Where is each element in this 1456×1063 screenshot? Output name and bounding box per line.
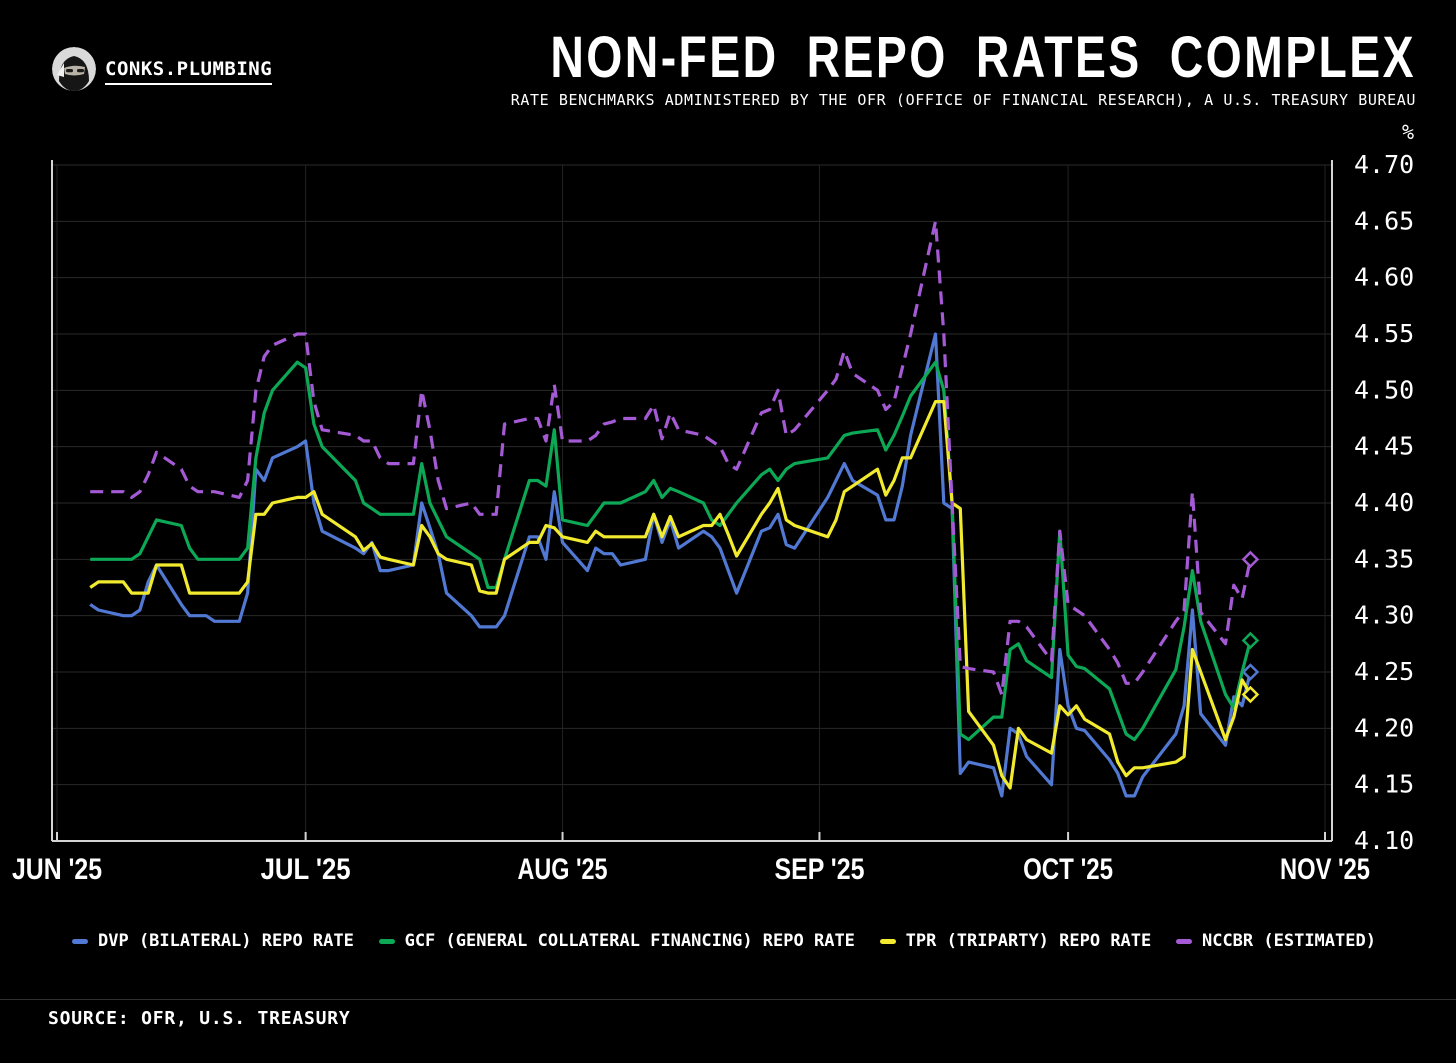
dvp-swatch-icon: [72, 938, 88, 944]
y-axis-unit-label: %: [1402, 120, 1414, 144]
x-tick-label: NOV '25: [1280, 853, 1370, 886]
y-tick-label: 4.60: [1354, 263, 1414, 292]
legend-item-gcf: GCF (GENERAL COLLATERAL FINANCING) REPO …: [378, 931, 855, 951]
y-tick-label: 4.15: [1354, 770, 1414, 799]
source-note: SOURCE: OFR, U.S. TREASURY: [48, 1008, 351, 1029]
x-tick-label: JUL '25: [261, 853, 351, 886]
y-tick-label: 4.65: [1354, 206, 1414, 235]
footer-divider: [0, 999, 1456, 1000]
brand-avatar: [52, 47, 96, 91]
series-nccbr: [90, 219, 1260, 697]
chart-legend: DVP (BILATERAL) REPO RATE GCF (GENERAL C…: [0, 931, 1456, 951]
axes: JUN '25 JUL '25 AUG '25 SEP '25 OCT '25 NOV '…: [12, 160, 1370, 886]
gcf-swatch-icon: [378, 938, 395, 944]
legend-item-nccbr: NCCBR (ESTIMATED): [1175, 931, 1376, 951]
tpr-swatch-icon: [879, 938, 896, 944]
y-tick-label: 4.30: [1354, 601, 1414, 630]
y-tick-label: 4.50: [1354, 375, 1414, 404]
y-tick-label: 4.70: [1354, 150, 1414, 179]
gridlines: [52, 164, 1332, 842]
series-end-marker: [1241, 663, 1260, 681]
legend-label: TPR (TRIPARTY) REPO RATE: [905, 931, 1152, 951]
legend-label: DVP (BILATERAL) REPO RATE: [98, 931, 354, 951]
legend-label: NCCBR (ESTIMATED): [1201, 931, 1376, 951]
nccbr-swatch-icon: [1175, 938, 1192, 944]
legend-item-dvp: DVP (BILATERAL) REPO RATE: [72, 931, 354, 951]
y-tick-label: 4.45: [1354, 432, 1414, 461]
legend-label: GCF (GENERAL COLLATERAL FINANCING) REPO …: [404, 931, 855, 951]
series-tpr: [89, 400, 1260, 790]
y-tick-label: 4.35: [1354, 544, 1414, 573]
y-tick-label: 4.10: [1354, 826, 1414, 855]
page-subtitle: RATE BENCHMARKS ADMINISTERED BY THE OFR …: [510, 90, 1416, 109]
page-title: NON-FED REPO RATES COMPLEX: [550, 25, 1416, 90]
x-tick-label: SEP '25: [774, 853, 864, 886]
legend-item-tpr: TPR (TRIPARTY) REPO RATE: [879, 931, 1152, 951]
series-end-marker: [1241, 631, 1260, 650]
ninja-avatar-icon: [52, 47, 96, 91]
series-end-marker: [1241, 685, 1260, 704]
x-tick-label: JUN '25: [12, 853, 102, 886]
series-end-marker: [1241, 550, 1260, 569]
brand-link[interactable]: CONKS.PLUMBING: [105, 58, 273, 85]
y-tick-label: 4.20: [1354, 713, 1414, 742]
series-dvp: [89, 332, 1260, 798]
x-tick-label: OCT '25: [1023, 853, 1113, 886]
title-block: NON-FED REPO RATES COMPLEX RATE BENCHMAR…: [334, 25, 1416, 109]
y-tick-label: 4.40: [1354, 488, 1414, 517]
y-tick-label: 4.25: [1354, 657, 1414, 686]
x-tick-label: AUG '25: [518, 853, 608, 886]
y-tick-label: 4.55: [1354, 319, 1414, 348]
y-axis-labels: 4.10 4.15 4.20 4.25 4.30 4.35 4.40 4.45 4.50 4.55…: [1354, 120, 1414, 855]
